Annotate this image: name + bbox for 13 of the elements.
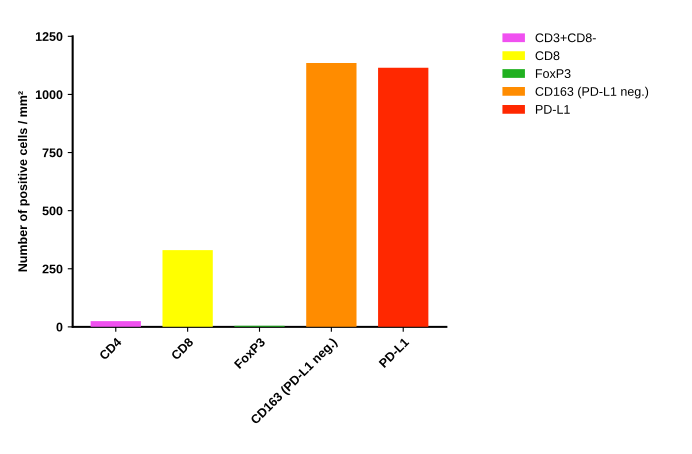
- legend-label: CD163 (PD-L1 neg.): [536, 86, 648, 98]
- y-tick-label: 500: [42, 206, 62, 216]
- y-tick-label: 1000: [36, 90, 62, 100]
- legend-label: FoxP3: [536, 69, 571, 78]
- y-tick-label: 0: [56, 322, 62, 332]
- legend-label: CD3+CD8-: [536, 33, 596, 42]
- y-tick-label: 250: [42, 264, 62, 274]
- y-axis-title: Number of positive cells / mm²: [18, 91, 30, 272]
- legend-label: PD-L1: [536, 105, 570, 114]
- y-tick-label: 750: [42, 148, 62, 158]
- legend-label: CD8: [536, 51, 560, 60]
- x-tick-label: CD8: [170, 337, 194, 360]
- y-tick-label: 1250: [36, 32, 62, 41]
